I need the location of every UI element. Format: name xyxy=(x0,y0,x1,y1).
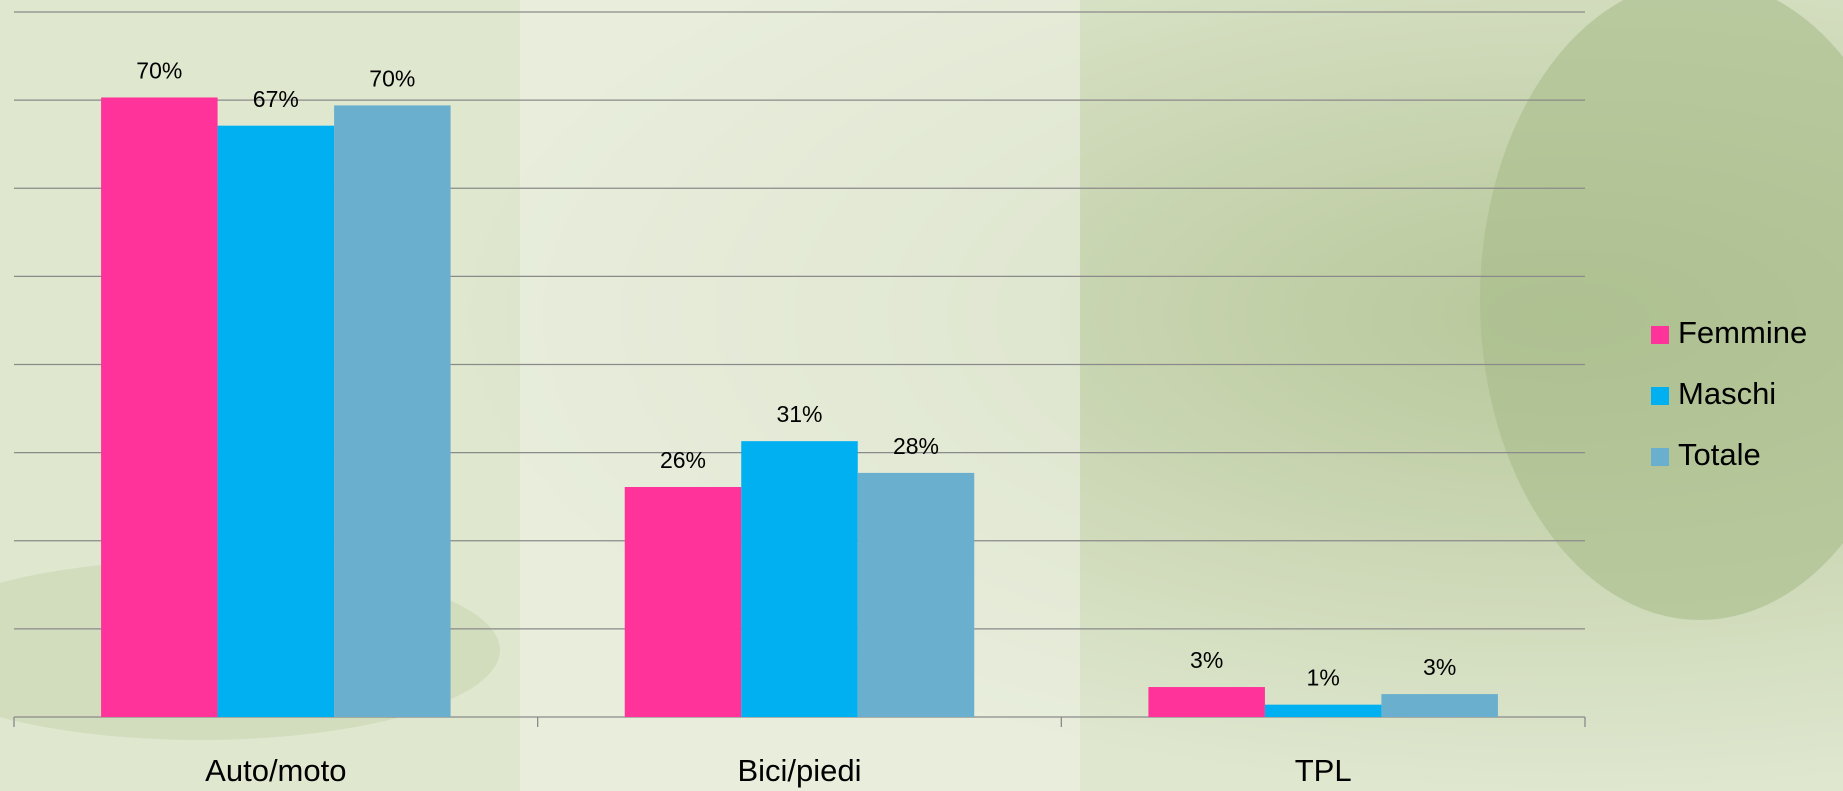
data-label: 3% xyxy=(1190,647,1223,673)
bar xyxy=(741,441,858,717)
data-label: 67% xyxy=(253,86,299,112)
data-label: 31% xyxy=(776,401,822,427)
data-label: 26% xyxy=(660,447,706,473)
bar xyxy=(1381,694,1498,717)
data-label: 70% xyxy=(136,58,182,84)
legend-label: Totale xyxy=(1678,437,1761,472)
x-tick-label: Bici/piedi xyxy=(737,753,861,788)
background-shape xyxy=(1480,0,1843,620)
data-label: 70% xyxy=(369,65,415,91)
x-tick-label: TPL xyxy=(1295,753,1352,788)
bar xyxy=(217,125,335,717)
data-label: 28% xyxy=(893,433,939,459)
bar xyxy=(1148,687,1265,717)
bar xyxy=(857,472,975,717)
legend-label: Maschi xyxy=(1678,376,1776,411)
legend-swatch xyxy=(1651,387,1669,405)
bar xyxy=(334,105,451,718)
data-label: 1% xyxy=(1307,665,1340,691)
bar xyxy=(101,97,218,717)
data-label: 3% xyxy=(1423,654,1456,680)
legend-label: Femmine xyxy=(1678,315,1807,350)
legend-swatch xyxy=(1651,326,1669,344)
legend-swatch xyxy=(1651,448,1669,466)
bar xyxy=(1264,704,1382,717)
bar xyxy=(624,486,742,717)
x-tick-label: Auto/moto xyxy=(205,753,346,788)
